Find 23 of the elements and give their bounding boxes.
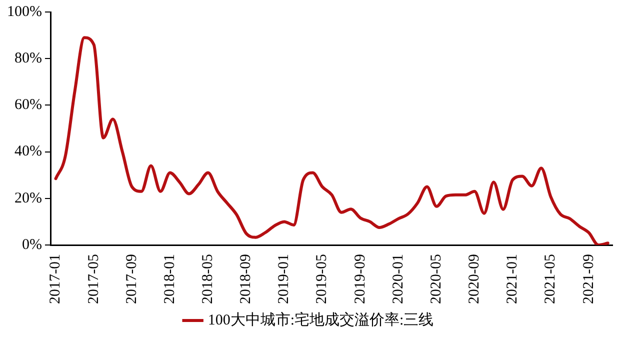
x-tick-label: 2020-05 — [428, 254, 444, 304]
line-series — [54, 36, 610, 246]
legend-label: 100大中城市:宅地成交溢价率:三线 — [208, 311, 434, 328]
x-tick-label: 2017-09 — [124, 254, 140, 304]
y-tick-label: 60% — [14, 97, 42, 114]
x-tick-label: 2021-09 — [580, 254, 597, 304]
x-tick-label: 2017-05 — [86, 254, 102, 304]
x-tick-label: 2021-05 — [542, 254, 559, 304]
x-tick-label: 2018-01 — [162, 254, 178, 304]
y-tick-label: 20% — [14, 190, 42, 206]
y-tick-label: 0% — [22, 236, 42, 253]
y-tick-label: 80% — [14, 50, 42, 67]
y-tick-label: 100% — [6, 4, 42, 20]
x-tick-label: 2018-05 — [200, 254, 216, 304]
x-tick-label: 2019-01 — [276, 254, 292, 304]
y-tick-label: 40% — [14, 144, 42, 160]
x-tick-label: 2019-09 — [352, 254, 368, 304]
x-tick-label: 2019-05 — [314, 254, 330, 304]
x-tick-label: 2021-01 — [504, 254, 521, 304]
x-tick-label: 2018-09 — [238, 254, 254, 304]
x-tick-label: 2020-01 — [390, 254, 406, 304]
x-tick-label: 2017-01 — [48, 254, 64, 304]
x-tick-label: 2020-09 — [466, 254, 483, 304]
